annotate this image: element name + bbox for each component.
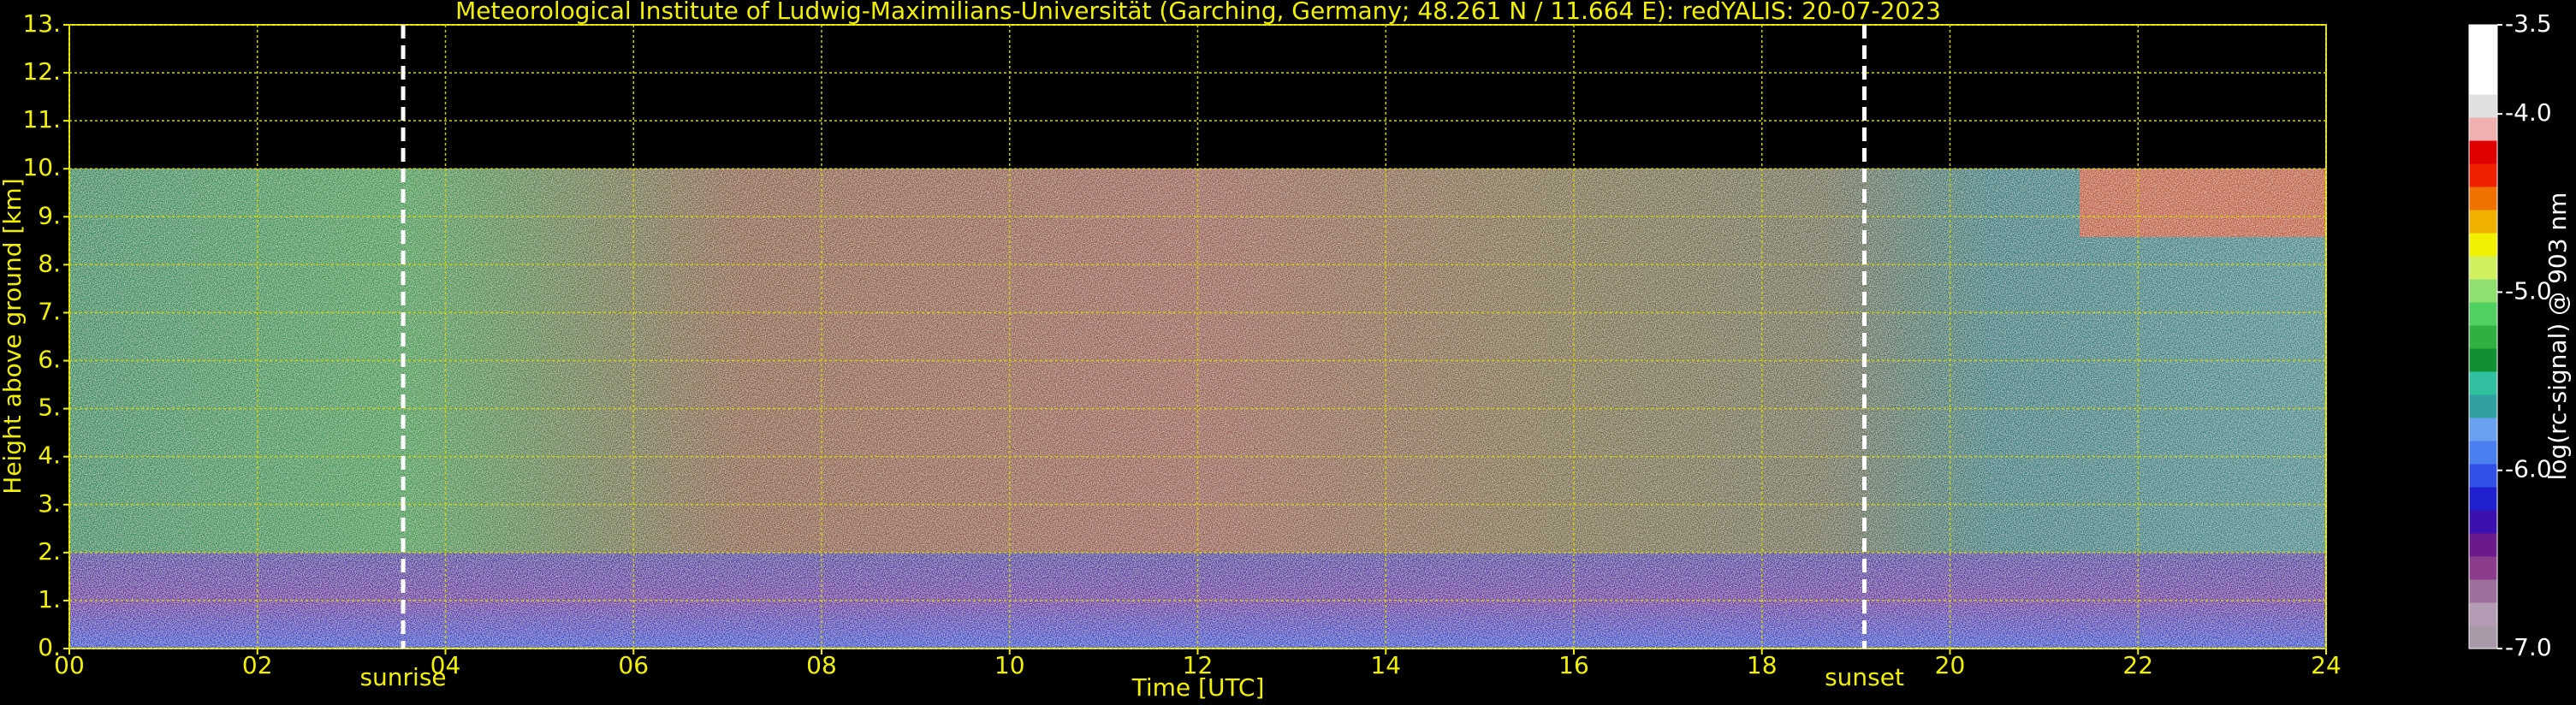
y-tick-label: 3. — [38, 489, 61, 518]
colorbar-swatch — [2469, 348, 2497, 372]
x-tick-label: 22 — [2122, 651, 2153, 679]
colorbar-tick-label: -7.0 — [2505, 633, 2552, 661]
annotation-label: sunset — [1825, 663, 1904, 691]
colorbar-swatch — [2469, 25, 2497, 49]
chart-title: Meteorological Institute of Ludwig-Maxim… — [455, 0, 1941, 25]
colorbar-swatch — [2469, 556, 2497, 580]
y-tick-label: 1. — [38, 585, 61, 613]
colorbar-swatch — [2469, 163, 2497, 187]
y-tick-label: 11. — [22, 105, 61, 133]
x-tick-label: 20 — [1935, 651, 1966, 679]
y-tick-label: 9. — [38, 201, 61, 229]
colorbar-swatch — [2469, 140, 2497, 164]
colorbar-swatch — [2469, 625, 2497, 649]
colorbar-swatch — [2469, 487, 2497, 511]
y-tick-label: 8. — [38, 249, 61, 277]
colorbar-swatch — [2469, 94, 2497, 118]
colorbar-swatch — [2469, 71, 2497, 95]
colorbar-swatch — [2469, 441, 2497, 465]
colorbar-swatch — [2469, 394, 2497, 418]
colorbar-swatch — [2469, 464, 2497, 488]
y-tick-label: 7. — [38, 297, 61, 325]
y-tick-label: 0. — [38, 633, 61, 661]
colorbar-swatch — [2469, 579, 2497, 603]
x-tick-label: 10 — [994, 651, 1025, 679]
x-tick-label: 14 — [1370, 651, 1401, 679]
colorbar-swatch — [2469, 371, 2497, 395]
x-tick-label: 18 — [1747, 651, 1778, 679]
x-tick-label: 04 — [430, 651, 461, 679]
colorbar-swatch — [2469, 256, 2497, 280]
x-axis-label: Time [UTC] — [1131, 673, 1265, 702]
y-tick-label: 5. — [38, 394, 61, 422]
colorbar-swatch — [2469, 418, 2497, 441]
y-tick-label: 4. — [38, 441, 61, 470]
colorbar-swatch — [2469, 510, 2497, 534]
colorbar-frame — [2468, 24, 2498, 649]
y-tick-label: 13. — [22, 9, 61, 38]
y-tick-label: 10. — [22, 153, 61, 181]
colorbar-label: log(rc-signal) @ 903 nm — [2543, 193, 2572, 481]
x-tick-label: 02 — [242, 651, 273, 679]
colorbar-tick-label: -3.5 — [2505, 9, 2552, 38]
y-tick-label: 6. — [38, 346, 61, 374]
colorbar-tick-label: -5.0 — [2505, 276, 2552, 305]
colorbar-swatch — [2469, 233, 2497, 257]
colorbar-swatch — [2469, 533, 2497, 557]
colorbar-swatch — [2469, 48, 2497, 72]
y-tick-label: 12. — [22, 57, 61, 86]
x-tick-label: 12 — [1183, 651, 1214, 679]
x-tick-label: 06 — [618, 651, 649, 679]
y-tick-label: 2. — [38, 537, 61, 566]
colorbar-swatch — [2469, 302, 2497, 326]
signal-cloud — [2080, 169, 2326, 237]
colorbar-tick-label: -4.0 — [2505, 98, 2552, 127]
x-tick-label: 16 — [1558, 651, 1589, 679]
y-axis-label: Height above ground [km] — [0, 178, 27, 495]
colorbar-swatch — [2469, 602, 2497, 626]
x-tick-label: 00 — [54, 651, 85, 679]
colorbar-swatch — [2469, 117, 2497, 141]
colorbar-swatch — [2469, 325, 2497, 349]
colorbar-tick-label: -6.0 — [2505, 455, 2552, 483]
colorbar-swatch — [2469, 210, 2497, 234]
colorbar-swatch — [2469, 187, 2497, 210]
colorbar-swatch — [2469, 279, 2497, 303]
x-tick-label: 24 — [2311, 651, 2342, 679]
annotation-label: sunrise — [359, 663, 446, 691]
x-tick-label: 08 — [806, 651, 837, 679]
